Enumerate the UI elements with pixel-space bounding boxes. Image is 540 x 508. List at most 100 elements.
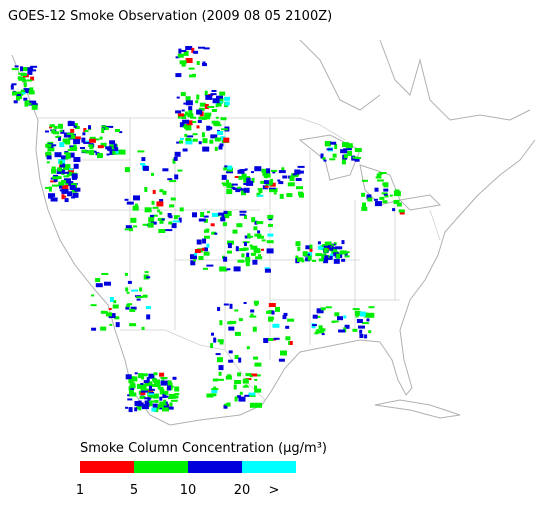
- smoke-pixel: [130, 306, 137, 310]
- smoke-pixel: [127, 394, 132, 397]
- smoke-pixel: [261, 248, 264, 251]
- smoke-pixel: [234, 331, 241, 336]
- smoke-pixel: [31, 103, 38, 107]
- smoke-pixel: [223, 137, 230, 143]
- smoke-pixel: [201, 132, 205, 138]
- smoke-pixel: [354, 148, 362, 152]
- smoke-pixel: [210, 343, 214, 349]
- smoke-pixel: [61, 155, 69, 160]
- smoke-pixel: [162, 407, 169, 412]
- smoke-pixel: [233, 384, 237, 390]
- smoke-pixel: [247, 233, 251, 239]
- smoke-pixel: [83, 141, 91, 144]
- smoke-pixel: [113, 300, 117, 304]
- smoke-pixel: [104, 281, 111, 286]
- smoke-pixel: [59, 184, 65, 189]
- smoke-pixel: [266, 248, 274, 254]
- smoke-pixel: [100, 310, 108, 314]
- smoke-pixel: [285, 336, 291, 341]
- smoke-pixel: [159, 372, 165, 377]
- smoke-pixel: [126, 201, 134, 205]
- smoke-pixel: [172, 220, 180, 223]
- smoke-pixel: [223, 404, 228, 409]
- smoke-pixel: [253, 226, 258, 231]
- smoke-pixel: [223, 210, 228, 214]
- smoke-pixel: [156, 201, 164, 207]
- smoke-pixel: [22, 79, 27, 82]
- smoke-pixel: [64, 178, 71, 184]
- smoke-pixel: [66, 168, 74, 171]
- color-bar-label: 10: [180, 483, 197, 498]
- smoke-pixel: [148, 395, 153, 398]
- smoke-pixel: [264, 267, 270, 270]
- smoke-pixel: [152, 214, 158, 217]
- smoke-pixel: [367, 197, 373, 202]
- smoke-pixel: [225, 375, 232, 380]
- smoke-pixel: [296, 186, 303, 190]
- smoke-pixel: [91, 327, 97, 331]
- smoke-pixel: [374, 187, 379, 192]
- smoke-pixel: [145, 381, 153, 387]
- smoke-pixel: [292, 173, 297, 176]
- smoke-pixel: [185, 97, 190, 102]
- smoke-pixel: [222, 183, 228, 187]
- smoke-pixel: [29, 87, 34, 92]
- smoke-pixel: [254, 378, 258, 381]
- smoke-pixel: [261, 239, 266, 242]
- smoke-pixel: [285, 325, 290, 329]
- smoke-pixel: [186, 135, 194, 138]
- smoke-pixel: [374, 198, 378, 201]
- smoke-pixel: [133, 195, 140, 201]
- smoke-pixel: [244, 394, 250, 397]
- smoke-pixel: [151, 384, 159, 387]
- smoke-pixel: [218, 212, 225, 216]
- smoke-pixel: [320, 153, 324, 159]
- smoke-pixel: [219, 320, 223, 326]
- smoke-pixel: [162, 168, 169, 172]
- smoke-pixel: [51, 166, 56, 169]
- smoke-pixel: [244, 215, 247, 219]
- smoke-pixel: [343, 154, 348, 159]
- smoke-pixel: [326, 241, 332, 244]
- smoke-pixel: [49, 124, 55, 128]
- smoke-pixel: [142, 373, 148, 377]
- smoke-pixel: [251, 171, 254, 174]
- canada-coast: [379, 39, 531, 121]
- smoke-pixel: [10, 84, 14, 90]
- smoke-pixel: [224, 213, 230, 219]
- smoke-pixel: [210, 134, 218, 139]
- color-bar-segment: [134, 461, 188, 473]
- smoke-pixel: [226, 189, 233, 195]
- smoke-pixel: [157, 403, 164, 408]
- smoke-pixel: [213, 337, 217, 343]
- smoke-pixel: [243, 187, 250, 193]
- smoke-pixel: [261, 168, 267, 173]
- smoke-pixel: [160, 377, 168, 379]
- map-title: GOES-12 Smoke Observation (2009 08 05 21…: [8, 9, 332, 24]
- smoke-pixel: [231, 186, 236, 189]
- smoke-pixel: [248, 394, 256, 397]
- smoke-pixel: [227, 250, 232, 254]
- smoke-pixel: [47, 147, 55, 152]
- smoke-pixel: [181, 50, 187, 52]
- smoke-pixel: [211, 212, 218, 217]
- smoke-pixel: [64, 152, 69, 155]
- smoke-pixel: [356, 319, 363, 323]
- smoke-pixel: [195, 100, 199, 104]
- smoke-pixel: [334, 312, 340, 317]
- smoke-pixel: [20, 89, 25, 95]
- smoke-pixel: [147, 222, 154, 228]
- smoke-pixel: [229, 320, 237, 324]
- smoke-pixel: [332, 246, 340, 249]
- smoke-pixel: [106, 125, 114, 128]
- smoke-pixel: [231, 183, 238, 186]
- smoke-pixel: [206, 115, 210, 118]
- smoke-pixel: [167, 385, 171, 391]
- smoke-pixel: [167, 213, 172, 217]
- smoke-pixel: [69, 185, 76, 190]
- smoke-pixel: [63, 132, 71, 138]
- smoke-pixel: [332, 320, 339, 323]
- smoke-pixel: [272, 171, 276, 174]
- smoke-pixel: [198, 141, 202, 145]
- smoke-pixel: [235, 190, 241, 193]
